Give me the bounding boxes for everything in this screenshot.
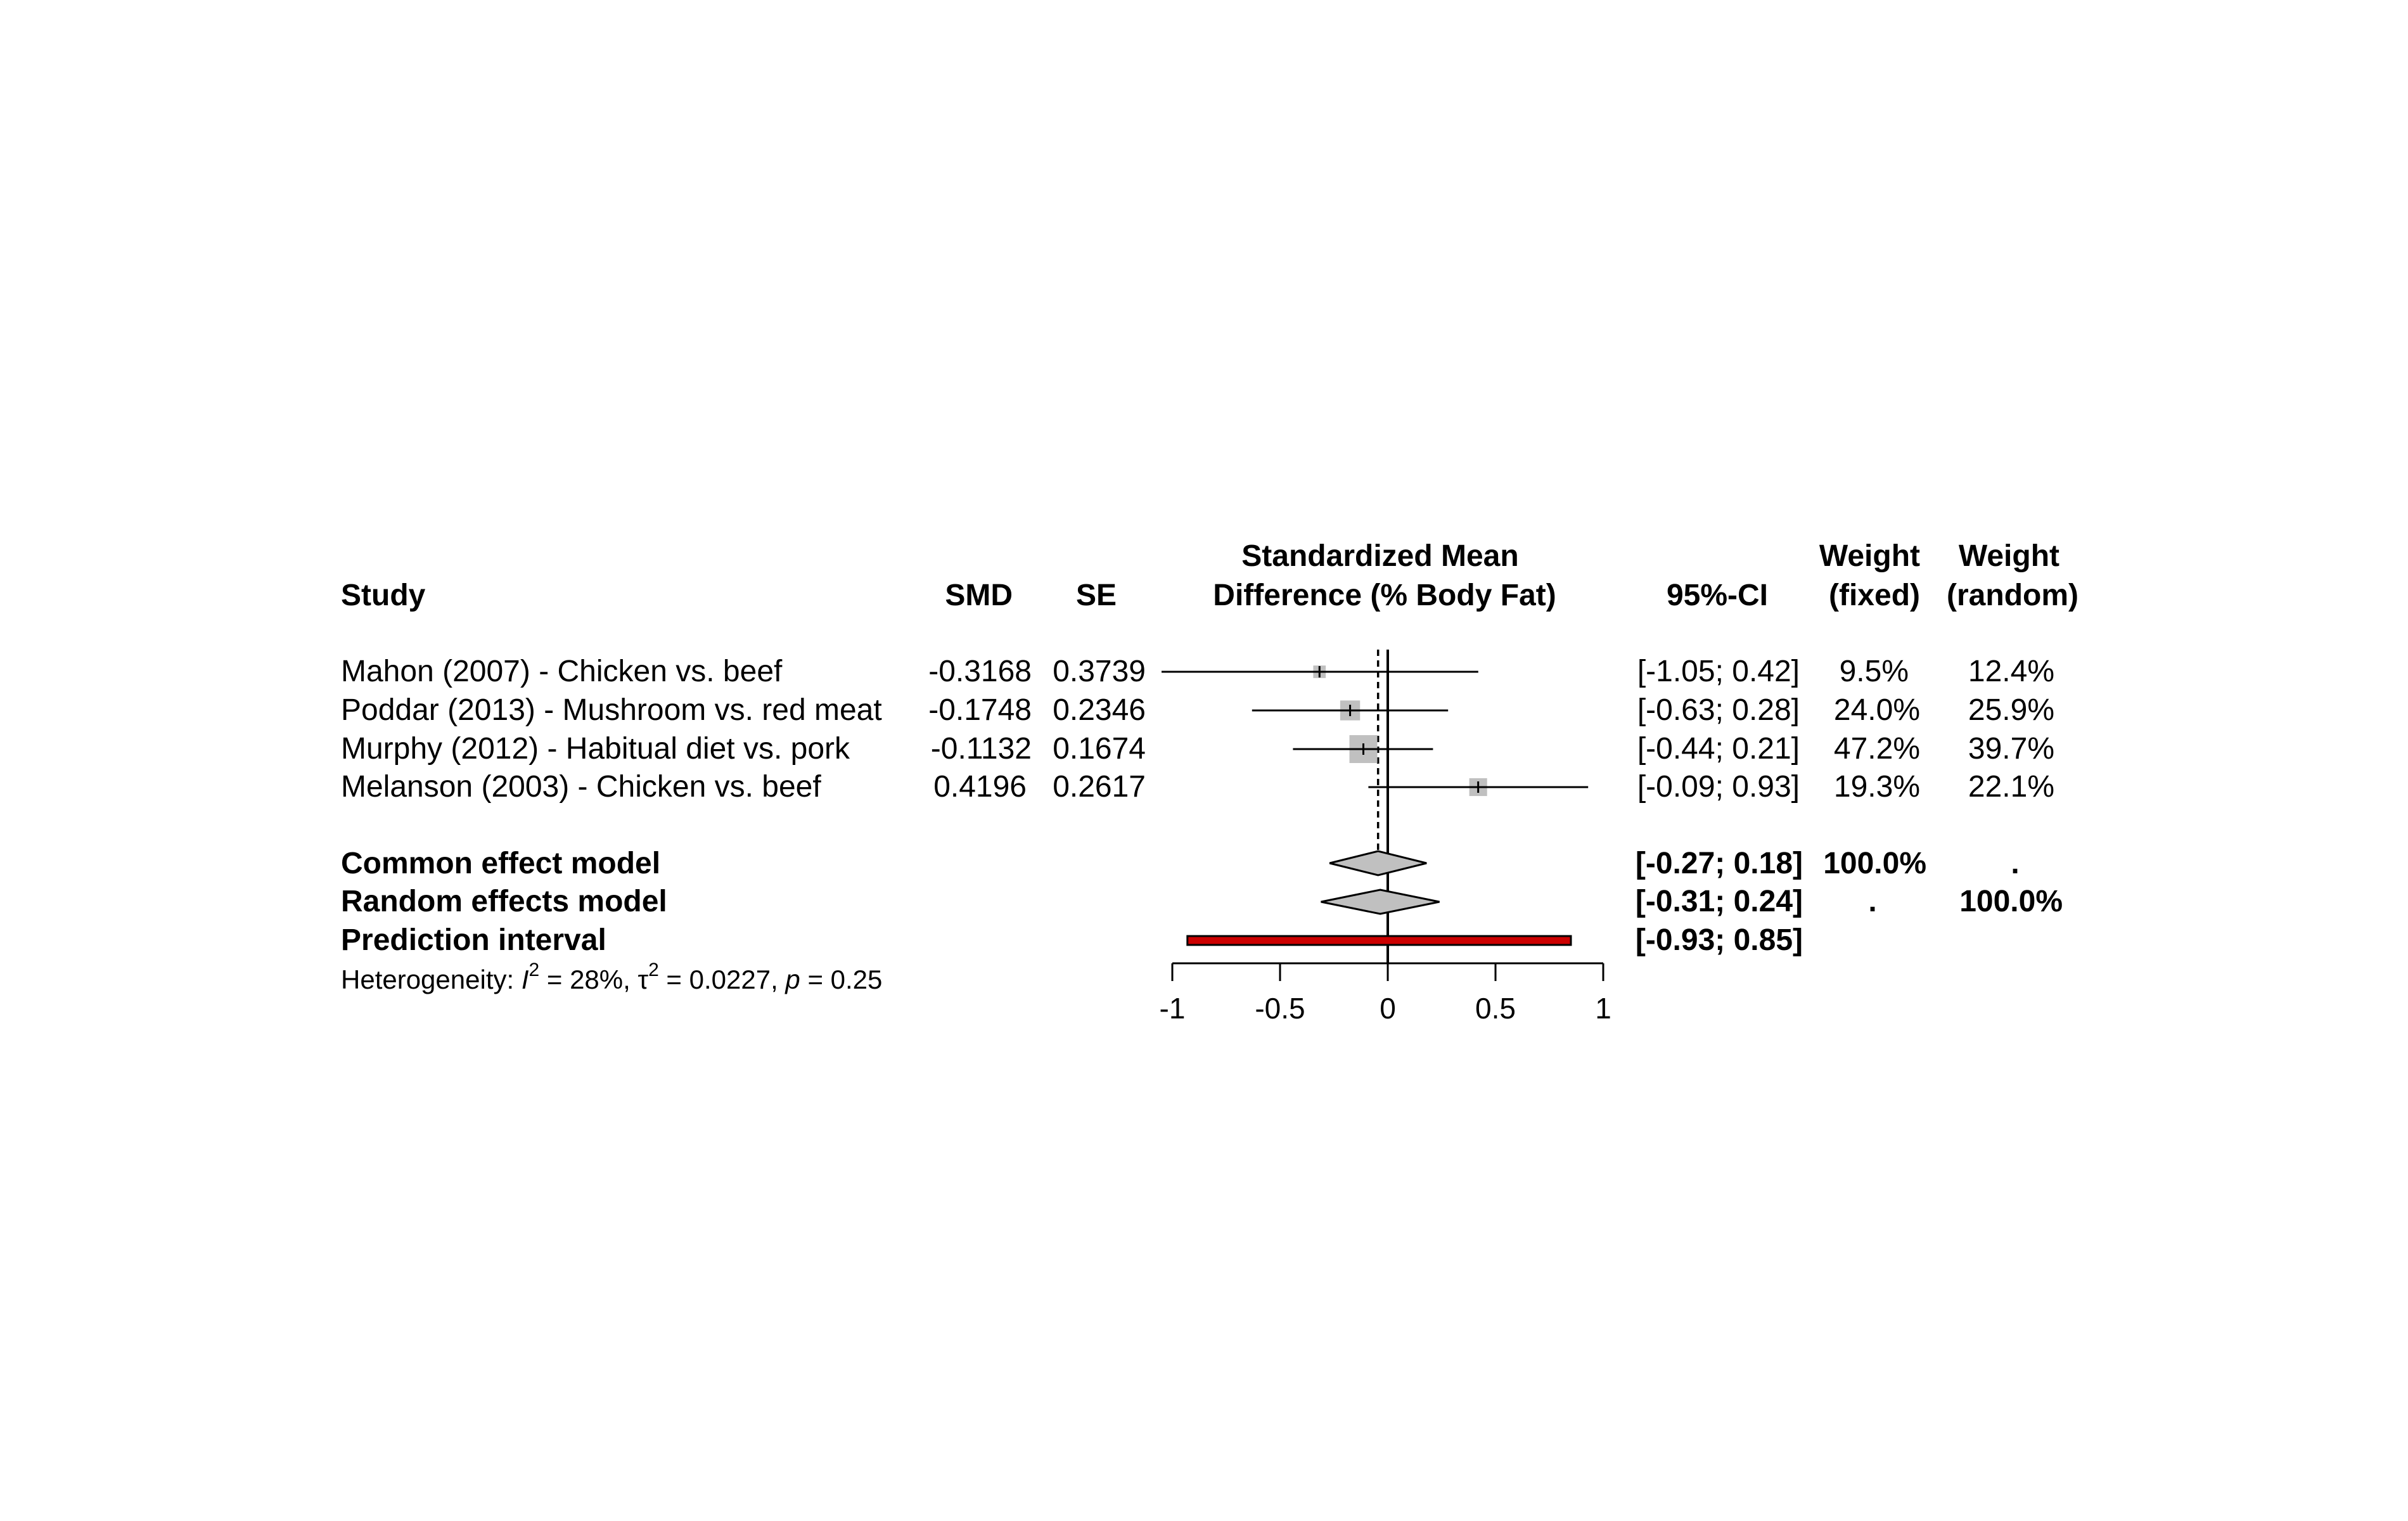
common-effect-wrandom: . (2011, 847, 2019, 880)
x-tick-label-4: 0.5 (1475, 992, 1516, 1025)
prediction-interval-bar (1186, 935, 1572, 946)
study-smd-1: -0.3168 (928, 655, 1032, 688)
x-tick-label-5: 1 (1595, 992, 1611, 1025)
header-weight-fixed-line1: Weight (1819, 539, 1920, 573)
common-effect-diamond (1329, 850, 1427, 876)
header-plot-line1: Standardized Mean (1241, 539, 1518, 573)
study-se-2: 0.2346 (1053, 693, 1146, 727)
common-effect-wfixed: 100.0% (1823, 847, 1926, 880)
study-smd-3: -0.1132 (931, 732, 1032, 766)
study-wrandom-3: 39.7% (1968, 732, 2054, 766)
heterogeneity-text: Heterogeneity: I2 = 28%, τ2 = 0.0227, p … (341, 959, 882, 994)
study-wrandom-2: 25.9% (1968, 693, 2054, 727)
prediction-interval-ci: [-0.93; 0.85] (1636, 923, 1803, 957)
study-ci-2: [-0.63; 0.28] (1637, 693, 1800, 727)
study-ci-1: [-1.05; 0.42] (1637, 655, 1800, 688)
study-ci-4: [-0.09; 0.93] (1637, 770, 1800, 804)
random-effects-ci: [-0.31; 0.24] (1636, 885, 1803, 918)
study-wfixed-3: 47.2% (1834, 732, 1920, 766)
study-wfixed-4: 19.3% (1834, 770, 1920, 804)
random-effects-diamond (1321, 889, 1440, 915)
study-label-2: Poddar (2013) - Mushroom vs. red meat (341, 693, 882, 727)
header-weight-fixed-line2: (fixed) (1829, 579, 1920, 612)
x-tick-label-2: -0.5 (1255, 992, 1305, 1025)
x-tick-label-3: 0 (1380, 992, 1396, 1025)
common-effect-label: Common effect model (341, 847, 660, 880)
study-label-1: Mahon (2007) - Chicken vs. beef (341, 655, 783, 688)
x-tick-label-1: -1 (1160, 992, 1186, 1025)
study-wrandom-4: 22.1% (1968, 770, 2054, 804)
random-effects-wrandom: 100.0% (1959, 885, 2063, 918)
random-effects-wfixed: . (1868, 885, 1876, 918)
plot-marks: -1 -0.5 0 0.5 1 (1160, 650, 1611, 1025)
header-weight-random-line2: (random) (1947, 579, 2078, 612)
header-ci: 95%-CI (1667, 579, 1768, 612)
prediction-interval-label: Prediction interval (341, 923, 606, 957)
header-se: SE (1076, 579, 1117, 612)
study-ci-3: [-0.44; 0.21] (1637, 732, 1800, 766)
study-wfixed-1: 9.5% (1840, 655, 1909, 688)
study-label-3: Murphy (2012) - Habitual diet vs. pork (341, 732, 850, 766)
study-se-3: 0.1674 (1053, 732, 1146, 766)
study-se-1: 0.3739 (1053, 655, 1146, 688)
header-smd: SMD (945, 579, 1013, 612)
header-weight-random-line1: Weight (1959, 539, 2059, 573)
study-wfixed-2: 24.0% (1834, 693, 1920, 727)
common-effect-ci: [-0.27; 0.18] (1636, 847, 1803, 880)
study-wrandom-1: 12.4% (1968, 655, 2054, 688)
study-smd-2: -0.1748 (928, 693, 1032, 727)
random-effects-label: Random effects model (341, 885, 667, 918)
study-smd-4: 0.4196 (933, 770, 1027, 804)
header-study: Study (341, 579, 426, 612)
header-plot-line2: Difference (% Body Fat) (1213, 579, 1556, 612)
study-label-4: Melanson (2003) - Chicken vs. beef (341, 770, 821, 804)
study-se-4: 0.2617 (1053, 770, 1146, 804)
